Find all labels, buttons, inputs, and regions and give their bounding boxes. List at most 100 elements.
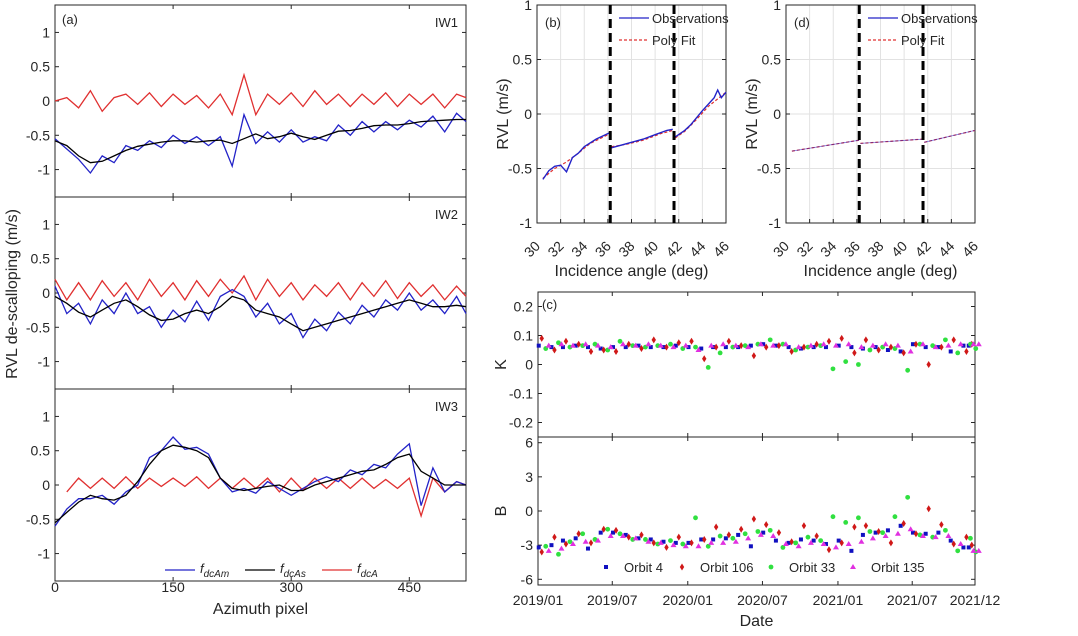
series-fdcAm <box>54 285 467 339</box>
data-point-orbit-4 <box>585 345 590 350</box>
data-point-orbit-135 <box>708 342 715 348</box>
y-tick-label: 0 <box>773 106 781 122</box>
data-point-orbit-33 <box>556 340 561 346</box>
data-point-orbit-135 <box>657 342 664 348</box>
data-point-orbit-106 <box>951 540 956 548</box>
legend-entry-dcA: fdcA <box>357 561 378 580</box>
data-point-orbit-4 <box>811 538 816 543</box>
x-tick-label: 2019/01 <box>513 592 564 608</box>
data-point-orbit-106 <box>801 343 807 351</box>
x-axis-label: Azimuth pixel <box>213 601 308 618</box>
data-point-orbit-135 <box>782 541 789 547</box>
data-point-orbit-4 <box>536 545 541 550</box>
data-point-orbit-106 <box>964 347 969 355</box>
data-point-orbit-33 <box>843 359 849 364</box>
plot-area <box>536 4 727 224</box>
data-point-orbit-4 <box>898 523 903 528</box>
data-point-orbit-4 <box>536 343 541 348</box>
data-point-orbit-135 <box>820 341 827 347</box>
series-observations <box>924 130 976 143</box>
subswath-label: IW2 <box>435 207 458 222</box>
data-point-orbit-135 <box>770 342 777 348</box>
data-point-orbit-4 <box>936 345 941 350</box>
data-point-orbit-33 <box>630 537 636 542</box>
data-point-orbit-106 <box>839 539 844 547</box>
data-point-orbit-4 <box>686 345 691 350</box>
data-point-orbit-4 <box>549 345 554 350</box>
data-point-orbit-106 <box>776 529 782 537</box>
y-tick-label: -0.5 <box>26 127 50 143</box>
y-axis-label: K <box>493 359 510 370</box>
data-point-orbit-106 <box>713 523 719 531</box>
data-point-orbit-106 <box>613 526 619 534</box>
data-point-orbit-33 <box>867 529 873 534</box>
data-point-orbit-4 <box>923 531 928 536</box>
data-point-orbit-106 <box>601 346 606 354</box>
series-observations <box>611 128 673 149</box>
data-point-orbit-135 <box>970 547 977 553</box>
x-tick-label: 34 <box>568 238 590 260</box>
data-point-orbit-106 <box>726 337 732 345</box>
data-point-orbit-106 <box>863 336 869 344</box>
data-point-orbit-4 <box>836 538 841 543</box>
data-point-orbit-4 <box>961 343 966 348</box>
data-point-orbit-4 <box>560 538 565 543</box>
data-point-orbit-106 <box>863 522 869 530</box>
data-point-orbit-33 <box>830 514 836 520</box>
y-tick-label: 0.5 <box>31 59 51 75</box>
data-point-orbit-106 <box>776 342 782 350</box>
data-point-orbit-4 <box>966 545 971 550</box>
data-point-orbit-106 <box>876 346 881 354</box>
data-point-orbit-135 <box>957 541 964 547</box>
data-point-orbit-33 <box>943 337 948 343</box>
data-point-orbit-135 <box>569 342 576 348</box>
data-point-orbit-4 <box>699 346 704 351</box>
data-point-orbit-33 <box>805 534 811 540</box>
legend-subscript: dcAs <box>284 569 306 580</box>
data-point-orbit-4 <box>598 346 603 351</box>
legend-marker <box>679 563 685 571</box>
data-point-orbit-106 <box>926 361 931 368</box>
data-point-orbit-4 <box>736 532 741 537</box>
x-tick-label: 2020/07 <box>737 592 788 608</box>
data-point-orbit-106 <box>876 527 881 535</box>
y-tick-label: 3 <box>525 469 533 485</box>
data-point-orbit-135 <box>670 542 677 548</box>
series-observations <box>791 139 860 152</box>
series-poly-fit <box>542 133 611 179</box>
data-point-orbit-4 <box>636 343 641 348</box>
data-point-orbit-33 <box>655 541 661 547</box>
x-tick-label: 38 <box>615 238 637 260</box>
data-point-orbit-4 <box>948 349 953 354</box>
legend-marker <box>604 565 608 569</box>
data-point-orbit-135 <box>932 534 939 540</box>
data-point-orbit-4 <box>823 542 828 547</box>
y-tick-label: 0 <box>525 357 533 373</box>
data-point-orbit-135 <box>757 341 764 347</box>
data-point-orbit-106 <box>801 522 807 530</box>
data-point-orbit-33 <box>905 494 911 500</box>
data-point-orbit-4 <box>773 538 778 543</box>
data-point-orbit-4 <box>761 342 766 347</box>
x-tick-label: 32 <box>793 238 815 260</box>
series-poly-fit <box>674 91 727 139</box>
data-point-orbit-33 <box>543 543 549 549</box>
data-point-orbit-106 <box>613 347 619 355</box>
data-point-orbit-33 <box>793 540 799 546</box>
data-point-orbit-33 <box>705 543 711 549</box>
data-point-orbit-106 <box>852 523 857 531</box>
data-point-orbit-4 <box>948 538 953 543</box>
series-fdcAm <box>54 112 467 175</box>
data-point-orbit-4 <box>623 532 628 537</box>
data-point-orbit-135 <box>882 533 889 539</box>
data-point-orbit-4 <box>798 537 803 542</box>
subswath-label: IW1 <box>435 15 458 30</box>
data-point-orbit-106 <box>664 343 669 351</box>
data-point-orbit-33 <box>668 538 673 543</box>
data-point-orbit-106 <box>639 531 644 539</box>
subplot-iw1 <box>54 4 467 198</box>
series-fdcAs <box>54 444 466 524</box>
data-point-orbit-135 <box>632 342 639 348</box>
data-point-orbit-4 <box>673 343 678 348</box>
data-point-orbit-4 <box>860 532 865 537</box>
